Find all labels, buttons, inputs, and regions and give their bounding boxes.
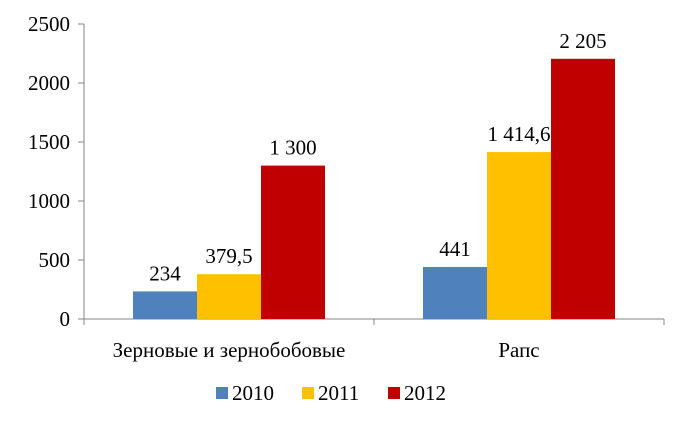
legend: 2010 2011 2012 bbox=[216, 381, 446, 405]
data-label-2011-0: 379,5 bbox=[205, 244, 252, 268]
y-axis: 0 500 1000 1500 2000 2500 bbox=[28, 12, 85, 331]
data-label-2011-1: 1 414,6 bbox=[488, 122, 551, 146]
bar-2012-0 bbox=[261, 165, 325, 319]
y-tick-label: 500 bbox=[39, 248, 71, 272]
legend-item-2012: 2012 bbox=[388, 381, 446, 405]
y-tick-label: 2500 bbox=[28, 12, 70, 36]
legend-label-2012: 2012 bbox=[404, 381, 446, 405]
y-tick-label: 1000 bbox=[28, 189, 70, 213]
x-axis: Зерновые и зернобобовые Рапс bbox=[83, 318, 665, 362]
bar-2010-1 bbox=[423, 266, 487, 319]
bars bbox=[133, 58, 615, 320]
legend-swatch-2012 bbox=[388, 387, 400, 399]
legend-label-2010: 2010 bbox=[232, 381, 274, 405]
bar-2010-0 bbox=[133, 291, 197, 319]
y-tick-label: 0 bbox=[60, 307, 71, 331]
data-label-2012-0: 1 300 bbox=[269, 136, 316, 160]
legend-swatch-2010 bbox=[216, 387, 228, 399]
bar-2012-1 bbox=[551, 58, 615, 320]
y-tick-label: 2000 bbox=[28, 71, 70, 95]
legend-swatch-2011 bbox=[302, 387, 314, 399]
legend-item-2011: 2011 bbox=[302, 381, 359, 405]
bar-2011-0 bbox=[197, 274, 261, 319]
data-label-2012-1: 2 205 bbox=[559, 29, 606, 53]
legend-item-2010: 2010 bbox=[216, 381, 274, 405]
bar-2011-1 bbox=[487, 152, 551, 319]
legend-label-2011: 2011 bbox=[318, 381, 359, 405]
data-label-2010-0: 234 bbox=[149, 261, 181, 285]
y-tick-label: 1500 bbox=[28, 130, 70, 154]
x-category-label: Рапс bbox=[498, 338, 539, 362]
data-labels: 234 379,5 1 300 441 1 414,6 2 205 bbox=[149, 29, 606, 286]
x-category-label: Зерновые и зернобобовые bbox=[113, 338, 346, 362]
data-label-2010-1: 441 bbox=[439, 237, 471, 261]
